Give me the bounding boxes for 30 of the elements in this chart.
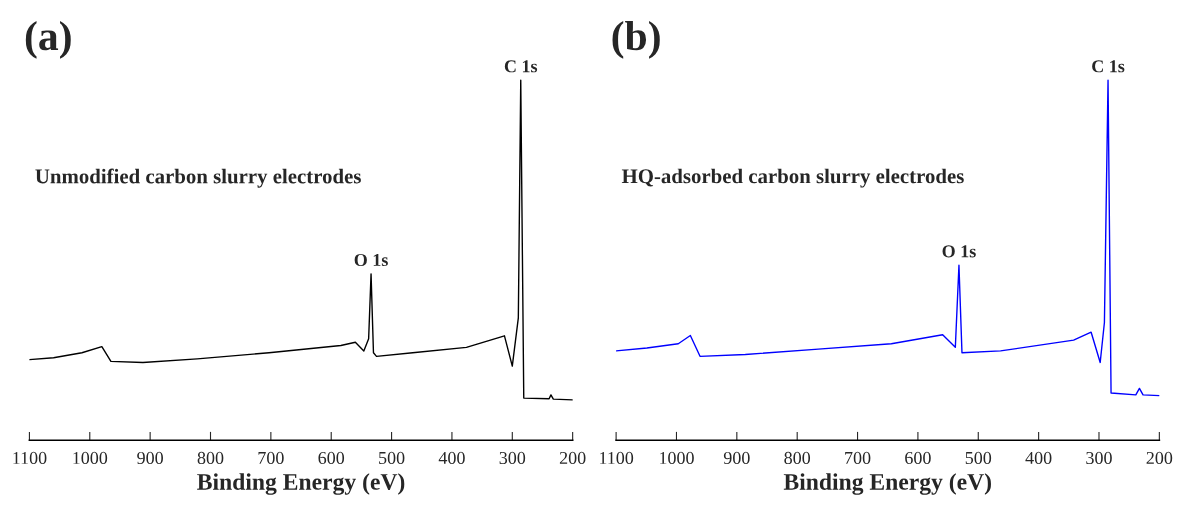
x-tick-label: 1100 bbox=[599, 451, 634, 465]
x-tick-label: 500 bbox=[965, 451, 992, 465]
x-tick-label: 800 bbox=[197, 451, 224, 465]
x-tick-label: 200 bbox=[1146, 451, 1173, 465]
chart-title: (b) bbox=[612, 21, 660, 59]
annotation: HQ-adsorbed carbon slurry electrodes bbox=[621, 168, 964, 188]
x-tick-label: 600 bbox=[905, 451, 931, 465]
annotation: Unmodified carbon slurry electrodes bbox=[35, 168, 361, 188]
x-tick-label: 400 bbox=[438, 451, 465, 465]
x-tick-label: 700 bbox=[258, 451, 284, 465]
x-tick-label: 400 bbox=[1025, 451, 1052, 465]
annotation: C 1s bbox=[1092, 60, 1125, 73]
chart-title: (a) bbox=[25, 21, 71, 59]
x-tick-label: 700 bbox=[845, 451, 871, 465]
annotation: O 1s bbox=[354, 253, 388, 267]
x-tick-label: 900 bbox=[137, 451, 163, 465]
x-tick-label: 500 bbox=[379, 451, 405, 465]
x-tick-label: 800 bbox=[784, 451, 811, 465]
x-axis-title: Binding Energy (eV) bbox=[197, 473, 405, 495]
annotation: O 1s bbox=[942, 245, 976, 258]
x-axis-title: Binding Energy (eV) bbox=[783, 473, 991, 495]
annotation: C 1s bbox=[504, 60, 538, 73]
x-tick-label: 300 bbox=[499, 451, 526, 465]
x-tick-label: 1000 bbox=[73, 451, 108, 465]
x-tick-label: 1100 bbox=[13, 451, 47, 465]
x-tick-label: 600 bbox=[318, 451, 345, 465]
x-tick-label: 900 bbox=[723, 451, 750, 465]
x-tick-label: 300 bbox=[1086, 451, 1112, 465]
x-tick-label: 200 bbox=[559, 451, 586, 465]
x-tick-label: 1000 bbox=[660, 451, 694, 465]
